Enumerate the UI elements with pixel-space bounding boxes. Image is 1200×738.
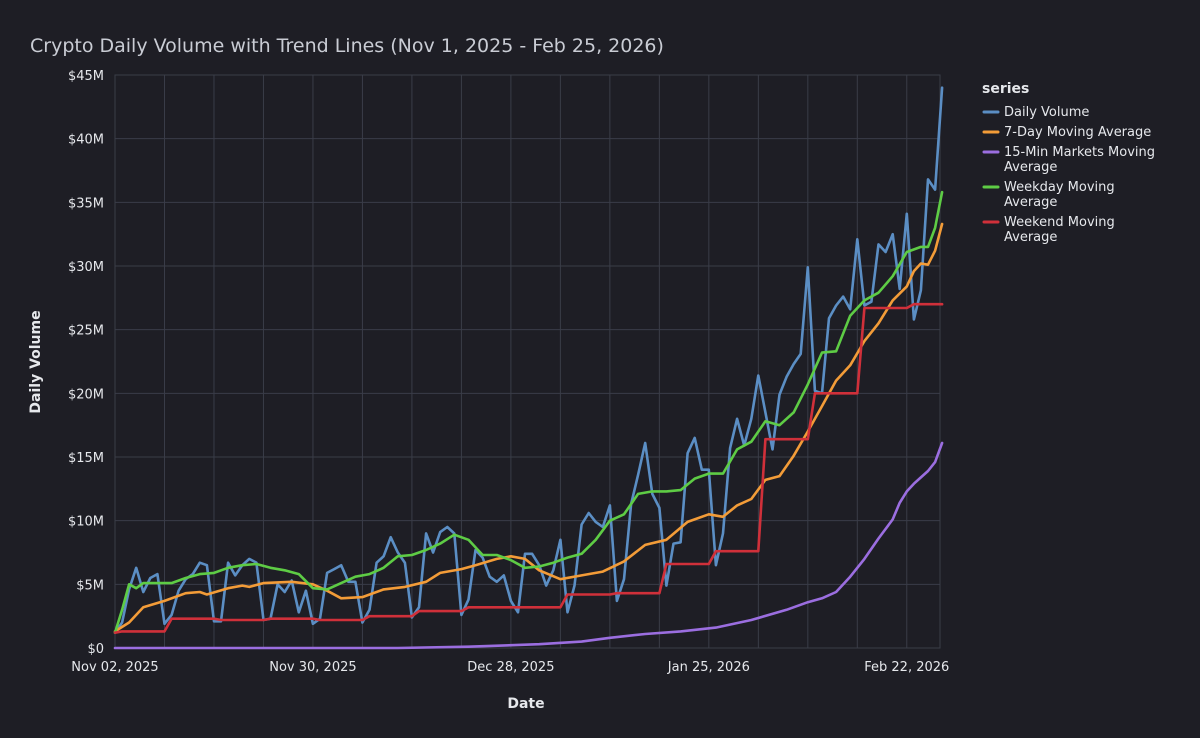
legend-label-weekday-moving-average: Weekday Moving (1004, 180, 1115, 195)
legend-label-weekday-moving-average: Average (1004, 195, 1057, 210)
y-tick-label: $5M (76, 578, 104, 593)
y-axis-label: Daily Volume (28, 310, 44, 413)
legend-label-15-min-markets-moving-average: 15-Min Markets Moving (1004, 145, 1155, 160)
legend-label-weekend-moving-average: Weekend Moving (1004, 215, 1115, 230)
series-line-daily-volume (113, 86, 944, 635)
x-tick-label: Jan 25, 2026 (667, 660, 750, 675)
x-tick-label: Nov 30, 2025 (269, 660, 356, 675)
y-tick-label: $40M (68, 133, 104, 148)
legend-label-daily-volume: Daily Volume (1004, 105, 1089, 120)
plot-area (113, 86, 944, 650)
y-tick-label: $20M (68, 387, 104, 402)
x-axis-ticks: Nov 02, 2025 Nov 30, 2025 Dec 28, 2025 Jan … (71, 660, 949, 675)
y-tick-label: $15M (68, 451, 104, 466)
series-line-7-day-moving-average (113, 222, 944, 633)
legend: series Daily Volume 7-Day Moving Average 1… (982, 81, 1155, 245)
series-line-weekend-moving-average (113, 302, 944, 635)
legend-label-7-day-moving-average: 7-Day Moving Average (1004, 125, 1151, 140)
y-tick-label: $45M (68, 69, 104, 84)
legend-title: series (982, 81, 1029, 97)
x-tick-label: Nov 02, 2025 (71, 660, 158, 675)
x-axis-label: Date (507, 696, 544, 712)
y-tick-label: $0 (87, 642, 104, 657)
legend-label-15-min-markets-moving-average: Average (1004, 160, 1057, 175)
y-tick-label: $35M (68, 196, 104, 211)
x-grid (114, 75, 908, 648)
y-tick-label: $30M (68, 260, 104, 275)
series-line-weekday-moving-average (113, 190, 944, 635)
x-tick-label: Dec 28, 2025 (467, 660, 554, 675)
chart-title: Crypto Daily Volume with Trend Lines (No… (30, 35, 664, 57)
x-tick-label: Feb 22, 2026 (864, 660, 949, 675)
y-tick-label: $25M (68, 324, 104, 339)
y-tick-label: $10M (68, 515, 104, 530)
plot-border (114, 74, 941, 649)
legend-label-weekend-moving-average: Average (1004, 230, 1057, 245)
series-line-15-min-markets-moving-average (113, 441, 944, 650)
y-axis-ticks: $0 $5M $10M $15M $20M $25M $30M $35M $40M $45M (68, 69, 104, 657)
